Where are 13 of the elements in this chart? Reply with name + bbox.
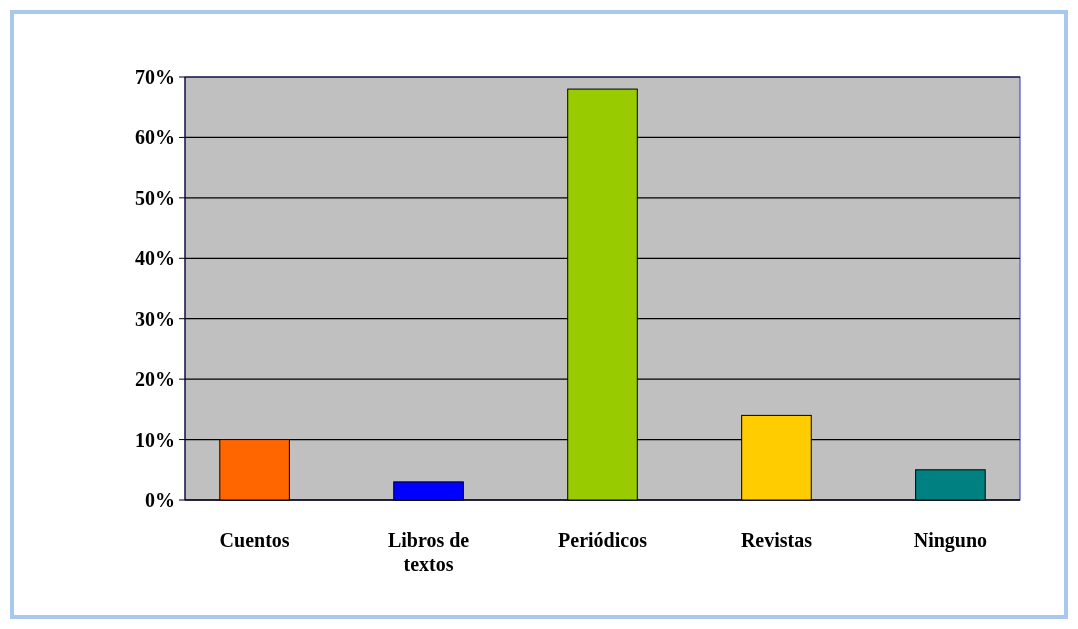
x-tick-label: Libros de textos — [387, 529, 470, 575]
y-tick-label: 20% — [135, 368, 175, 391]
x-tick-label: Revistas — [740, 529, 813, 551]
x-tick-label: Cuentos — [219, 529, 290, 551]
x-tick-label: Periódicos — [558, 529, 648, 551]
y-tick-label: 10% — [135, 428, 175, 451]
x-tick-label: Ninguno — [913, 529, 988, 552]
y-tick-label: 60% — [135, 126, 175, 149]
y-tick-label: 70% — [135, 66, 175, 88]
y-tick-label: 0% — [145, 489, 175, 511]
y-tick-label: 50% — [135, 186, 175, 209]
y-tick-label: 30% — [135, 307, 175, 330]
y-tick-label: 40% — [135, 247, 175, 270]
